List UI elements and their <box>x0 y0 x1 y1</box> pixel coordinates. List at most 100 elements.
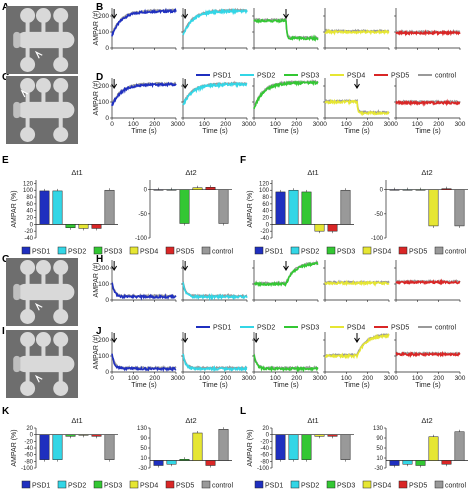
timecourse-b-4 <box>323 8 390 50</box>
y-tick-label: -20 <box>24 229 33 235</box>
x-tick-label: 0 <box>181 375 185 382</box>
arrow-icon <box>34 374 43 383</box>
y-tick-label: -20 <box>260 229 269 235</box>
x-tick-label: 300 <box>313 121 324 128</box>
x-tick-label: 0 <box>323 375 327 382</box>
psd-trace-psd2 <box>182 282 248 301</box>
spine-neck-top <box>25 267 30 286</box>
legend-swatch-psd1 <box>21 480 31 489</box>
x-tick-label: 200 <box>433 121 444 128</box>
bar-psd5 <box>327 434 338 437</box>
legend-swatch-control <box>434 480 444 489</box>
x-tick-label: 100 <box>270 375 281 382</box>
timecourse-h-5 <box>394 260 461 302</box>
bar-psd4 <box>78 224 89 229</box>
bar-psd1 <box>39 434 50 460</box>
bar-psd2 <box>402 189 413 191</box>
x-axis-label: Time (s) <box>344 382 369 389</box>
y-tick-label: 200 <box>98 13 109 20</box>
bar-psd3 <box>65 224 76 229</box>
bar-psd3 <box>179 189 190 224</box>
x-tick-label: 0 <box>252 121 256 128</box>
bar-control <box>218 189 229 224</box>
y-tick-label: 100 <box>98 29 109 36</box>
bar-psd3 <box>301 191 312 225</box>
legend-label-psd1: PSD1 <box>213 325 231 332</box>
line-legend: PSD1 PSD2 PSD3 PSD4 PSD5 control <box>196 73 456 80</box>
y-tick-label: -50 <box>374 212 383 218</box>
timecourse-h-2 <box>181 260 248 302</box>
x-tick-label: 200 <box>220 121 231 128</box>
legend-swatch-psd1 <box>21 246 31 255</box>
bar-psd4 <box>192 187 203 190</box>
legend-label-psd4: PSD4 <box>373 249 391 256</box>
timecourse-h-4 <box>323 260 390 302</box>
spine-head-bottom <box>20 381 36 396</box>
spine-head-bottom <box>53 309 69 324</box>
psd-trace-psd5 <box>395 98 461 107</box>
stimulus-arrow-head <box>283 13 289 19</box>
x-axis-label: Time (s) <box>415 128 440 135</box>
legend-label-psd5: PSD5 <box>391 73 409 80</box>
y-axis-label: AMPAR (#) <box>93 81 100 116</box>
y-axis-label: AMPAR (%) <box>247 190 254 227</box>
bar-control <box>340 434 351 460</box>
spine-head-top <box>53 8 69 23</box>
spine-neck-bottom <box>25 116 30 134</box>
bar-chart-title: Δt1 <box>307 416 318 425</box>
spine-head-top <box>20 332 36 347</box>
legend-swatch-psd2 <box>57 480 67 489</box>
y-tick-label: 200 <box>98 83 109 90</box>
timecourse-h-3 <box>252 259 319 302</box>
legend-label-psd1: PSD1 <box>265 249 283 256</box>
legend-label-psd5: PSD5 <box>176 249 194 256</box>
bar-control <box>454 189 465 227</box>
spine-neck-bottom <box>25 298 30 316</box>
bar-legend: PSD1 PSD2 PSD3 PSD4 PSD5 control <box>254 480 466 490</box>
legend-label-psd2: PSD2 <box>301 249 319 256</box>
y-tick-label: 40 <box>26 209 33 215</box>
spine-neck-top <box>41 339 46 358</box>
legend-swatch-psd1 <box>254 246 264 255</box>
bar-psd2 <box>52 434 63 460</box>
legend-label-psd2: PSD2 <box>257 73 275 80</box>
stimulus-arrow-head <box>354 337 360 343</box>
y-tick-label: 10 <box>376 456 383 462</box>
psd-trace-psd1 <box>111 7 177 37</box>
legend-swatch-psd5 <box>165 480 175 489</box>
legend-label-psd4: PSD4 <box>347 325 365 332</box>
stimulus-arrow-head <box>354 83 360 89</box>
x-axis-label: Time (s) <box>202 128 227 135</box>
bar-chart-title: Δt1 <box>71 416 82 425</box>
legend-label-psd4: PSD4 <box>347 73 365 80</box>
bar-psd4 <box>428 189 439 227</box>
x-tick-label: 300 <box>242 121 253 128</box>
timecourse-d-3: 0 100 200 300 Time (s) <box>252 78 324 135</box>
bar-control <box>104 434 115 460</box>
y-axis-label: AMPAR (%) <box>11 190 18 227</box>
x-tick-label: 300 <box>384 121 395 128</box>
x-tick-label: 300 <box>242 375 253 382</box>
arrow-icon <box>34 50 43 59</box>
legend-swatch-psd4 <box>129 480 139 489</box>
y-tick-label: 0 <box>266 433 270 439</box>
panel-label-a: A <box>2 2 9 13</box>
legend-label-control: control <box>212 483 233 490</box>
legend-swatch-control <box>201 246 211 255</box>
y-tick-label: 200 <box>98 265 109 272</box>
y-tick-label: -40 <box>24 446 33 452</box>
psd-trace-psd4 <box>324 279 390 287</box>
dendrite-shaft <box>16 355 75 373</box>
x-axis-label: Time (s) <box>273 128 298 135</box>
y-tick-label: 100 <box>259 188 270 194</box>
y-tick-label: -30 <box>374 466 383 472</box>
y-tick-label: 100 <box>98 99 109 106</box>
y-tick-label: -80 <box>260 459 269 465</box>
spine-neck-bottom <box>58 298 63 316</box>
y-tick-label: 0 <box>30 222 34 228</box>
y-tick-label: -80 <box>24 459 33 465</box>
legend-swatch-psd3 <box>326 480 336 489</box>
legend-label-control: control <box>435 73 456 80</box>
